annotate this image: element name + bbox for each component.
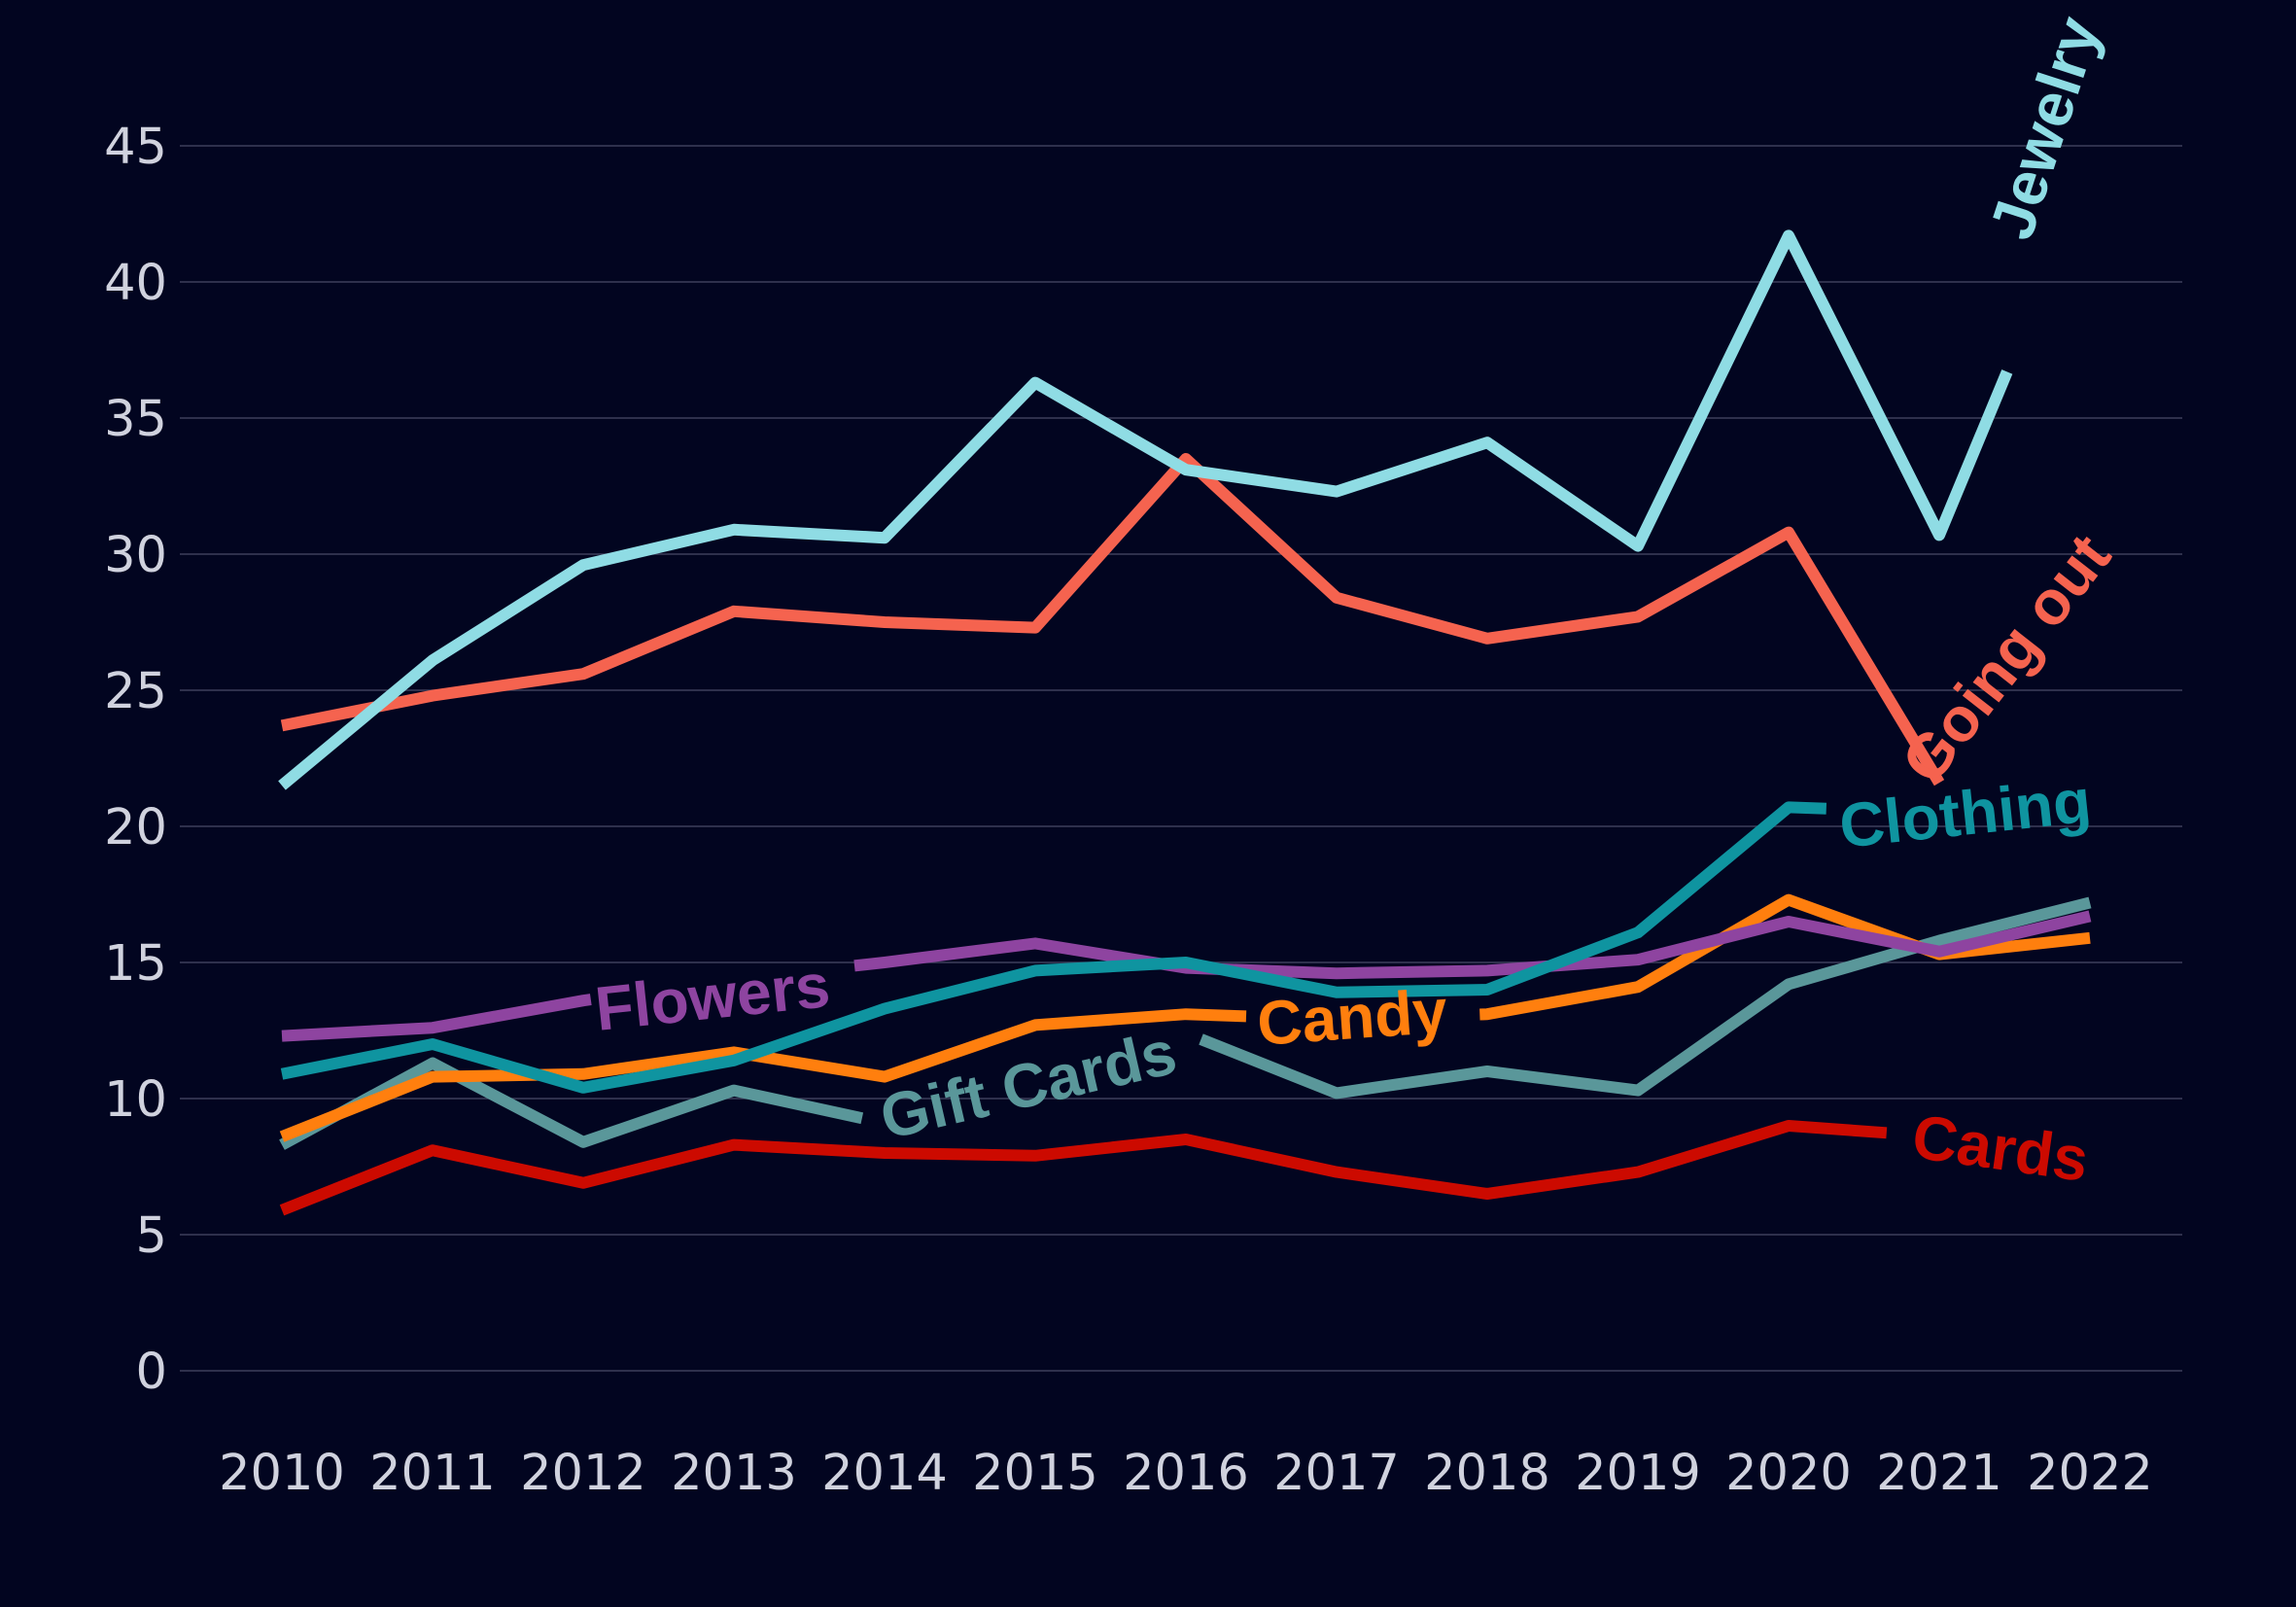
gridlines	[180, 145, 2182, 1372]
x-tick-label: 2012	[520, 1445, 646, 1502]
x-tick-label: 2021	[1876, 1445, 2002, 1502]
y-tick-label: 35	[104, 391, 167, 448]
series-candy	[279, 893, 2091, 1142]
y-tick-label: 15	[104, 935, 167, 993]
series-line-gift-cards	[1199, 896, 2092, 1100]
series-label-jewelry: Jewelry	[1976, 8, 2113, 247]
x-tick-label: 2014	[821, 1445, 948, 1502]
series-gift-cards	[279, 896, 2092, 1150]
y-tick-label: 25	[104, 663, 167, 720]
series-cards	[279, 1120, 1888, 1216]
y-tick-label: 0	[136, 1344, 167, 1401]
series-line-flowers	[853, 910, 2092, 980]
x-tick-label: 2022	[2027, 1445, 2153, 1502]
series-line-gift-cards	[279, 1057, 864, 1150]
series-lines	[278, 229, 2092, 1216]
series-label-candy: Candy	[1255, 975, 1450, 1058]
series-jewelry	[278, 229, 2013, 790]
x-tick-label: 2018	[1424, 1445, 1550, 1502]
y-axis-ticks: 0 5 10 15 20 25 30 35 40 45	[104, 119, 167, 1401]
x-tick-label: 2015	[972, 1445, 1098, 1502]
series-label-clothing: Clothing	[1836, 765, 2095, 861]
series-line-going-out	[280, 453, 1945, 786]
x-axis-ticks: 2010 2011 2012 2013 2014 2015 2016 2017 2018 2019…	[219, 1445, 2153, 1502]
x-tick-label: 2020	[1725, 1445, 1852, 1502]
y-tick-label: 5	[136, 1207, 167, 1265]
series-clothing	[280, 801, 1827, 1094]
x-tick-label: 2011	[369, 1445, 496, 1502]
x-tick-label: 2010	[219, 1445, 345, 1502]
series-line-candy	[279, 1008, 1247, 1142]
y-tick-label: 10	[104, 1071, 167, 1129]
y-tick-label: 30	[104, 527, 167, 584]
series-flowers	[281, 910, 2092, 1042]
series-label-gift-cards: Gift Cards	[874, 1017, 1183, 1153]
x-tick-label: 2016	[1123, 1445, 1249, 1502]
series-going-out	[280, 453, 1945, 786]
x-tick-label: 2017	[1273, 1445, 1400, 1502]
series-label-cards: Cards	[1908, 1101, 2093, 1196]
series-label-flowers: Flowers	[592, 950, 833, 1044]
series-line-jewelry	[278, 229, 2013, 790]
y-tick-label: 45	[104, 119, 167, 176]
series-line-clothing	[280, 801, 1827, 1094]
series-line-flowers	[281, 994, 592, 1042]
x-tick-label: 2019	[1575, 1445, 1701, 1502]
y-tick-label: 20	[104, 799, 167, 856]
series-line-cards	[279, 1120, 1888, 1216]
series-label-going-out: Going out	[1888, 521, 2124, 795]
x-tick-label: 2013	[671, 1445, 797, 1502]
y-tick-label: 40	[104, 255, 167, 312]
